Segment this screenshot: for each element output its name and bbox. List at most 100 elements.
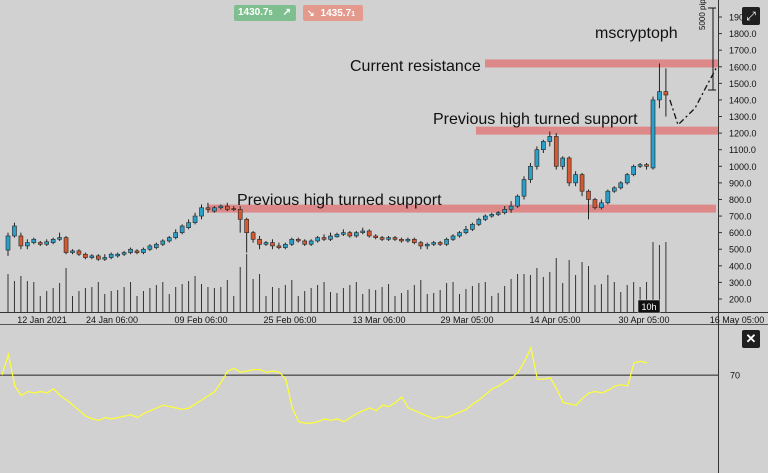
candle-body xyxy=(128,248,133,253)
candle-body xyxy=(31,238,37,243)
candle-body xyxy=(631,165,636,175)
candle-body xyxy=(637,164,643,167)
expand-icon: ⤢ xyxy=(746,9,756,23)
candle-body xyxy=(5,235,11,251)
candle-body xyxy=(444,238,449,245)
candle-body xyxy=(295,238,301,242)
candle-body xyxy=(70,250,75,253)
zone-band xyxy=(485,59,718,68)
projection-layer xyxy=(669,7,717,127)
candle-body xyxy=(57,237,62,240)
candle-body xyxy=(431,242,437,245)
x-tick-label: 13 Mar 06:00 xyxy=(352,315,405,325)
candle-body xyxy=(592,199,598,209)
x-tick-label: 29 Mar 05:00 xyxy=(440,315,493,325)
candle-body xyxy=(192,215,198,223)
expand-button[interactable]: ⤢ xyxy=(742,7,760,25)
candle-body xyxy=(599,202,604,209)
y-tick-label: 300.0 xyxy=(729,278,752,288)
candle-body xyxy=(528,165,533,180)
candle-body xyxy=(560,157,566,167)
candle-body xyxy=(521,179,527,197)
y-tick-label: 1800.0 xyxy=(729,29,757,39)
candle-body xyxy=(470,224,475,230)
candle-body xyxy=(283,243,288,248)
candle-body xyxy=(160,240,166,245)
x-tick-label: 16 May 05:00 xyxy=(710,315,765,325)
x-tick-label: 12 Jan 2021 xyxy=(17,315,67,325)
watermark-text: mscryptoph xyxy=(595,25,678,42)
candle-body xyxy=(315,237,320,242)
candle-body xyxy=(102,257,108,260)
y-tick-label: 800.0 xyxy=(729,195,752,205)
candle-body xyxy=(366,230,372,237)
candle-body xyxy=(328,235,333,240)
sell-button[interactable]: ↘ 1435.71 xyxy=(303,5,363,21)
candle-body xyxy=(547,136,553,142)
candle-body xyxy=(418,242,424,247)
candle-body xyxy=(270,242,275,247)
candle-body xyxy=(482,215,488,220)
y-tick-label: 900.0 xyxy=(729,178,752,188)
candle-body xyxy=(657,91,662,101)
candle-body xyxy=(237,209,243,220)
buy-button[interactable]: 1430.75 ↗ xyxy=(234,5,296,21)
sell-price: 1435.7 xyxy=(320,8,352,19)
candle-body xyxy=(186,222,191,228)
candle-body xyxy=(212,207,217,212)
candle-body xyxy=(173,232,178,238)
candle-body xyxy=(650,99,656,169)
candle-body xyxy=(244,219,249,233)
candle-body xyxy=(489,214,495,217)
indicator-line xyxy=(1,345,648,424)
candle-body xyxy=(83,253,88,258)
volume-layer xyxy=(7,242,667,312)
candle-body xyxy=(450,235,456,240)
y-tick-label: 1700.0 xyxy=(729,46,757,56)
y-tick-label: 1200.0 xyxy=(729,129,757,139)
zone-band xyxy=(476,126,718,135)
candle-body xyxy=(199,207,204,217)
candle-body xyxy=(579,174,585,192)
pips-measure-label: 5000 pips xyxy=(698,0,707,30)
candle-body xyxy=(541,141,546,151)
candle-body xyxy=(63,237,69,253)
candle-body xyxy=(405,238,411,242)
candle-body xyxy=(573,174,578,184)
candle-body xyxy=(308,240,314,245)
x-tick-label: 25 Feb 06:00 xyxy=(263,315,316,325)
candle-body xyxy=(624,174,630,184)
y-tick-label: 1100.0 xyxy=(729,145,756,155)
candle-body xyxy=(321,237,327,240)
candle-body xyxy=(386,237,391,240)
y-tick-label: 1600.0 xyxy=(729,62,757,72)
candle-body xyxy=(353,232,359,237)
candle-body xyxy=(495,212,501,215)
indicator-pane[interactable]: 70 xyxy=(0,345,740,424)
arrow-down-right-icon: ↘ xyxy=(307,8,315,18)
projection-path xyxy=(669,68,717,127)
y-tick-label: 500.0 xyxy=(729,245,752,255)
candle-body xyxy=(663,91,669,96)
candle-body xyxy=(276,245,282,248)
candle-body xyxy=(534,149,540,167)
candle-body xyxy=(644,164,649,167)
crosshair-label: 10h xyxy=(641,302,656,312)
candle-body xyxy=(89,255,95,258)
candle-body xyxy=(121,252,127,255)
candle-body xyxy=(553,136,559,167)
y-tick-label: 400.0 xyxy=(729,261,752,271)
candle-body xyxy=(515,195,520,207)
candle-body xyxy=(218,205,224,209)
candle-body xyxy=(76,250,82,255)
candle-body xyxy=(586,190,591,200)
y-tick-label: 1000.0 xyxy=(729,162,757,172)
candle-body xyxy=(231,208,237,210)
y-tick-label: 700.0 xyxy=(729,212,752,222)
sell-price-suffix: 1 xyxy=(351,11,356,18)
close-button[interactable]: ✕ xyxy=(742,330,760,348)
candle-body xyxy=(566,157,572,184)
x-tick-label: 09 Feb 06:00 xyxy=(174,315,227,325)
